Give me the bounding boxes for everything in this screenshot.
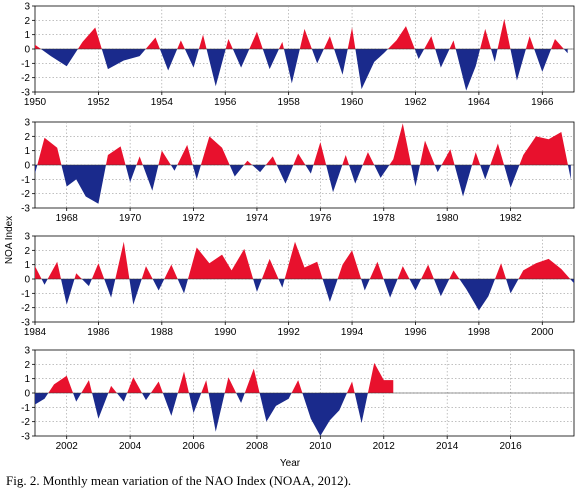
x-tick-label: 1954 bbox=[151, 97, 174, 108]
x-tick-label: 2004 bbox=[119, 441, 142, 452]
panel-1: -3 -2 -1 0 1 2 3 1950 1952 1954 1956 1958 1960 1962 19… bbox=[21, 2, 575, 108]
x-tick-label: 2012 bbox=[373, 441, 396, 452]
x-tick-label: 1996 bbox=[404, 327, 427, 338]
x-tick-label: 1972 bbox=[182, 213, 205, 224]
x-tick-label: 1988 bbox=[151, 327, 174, 338]
x-tick-label: 1992 bbox=[278, 327, 301, 338]
y-tick-label: -3 bbox=[21, 318, 30, 329]
x-tick-label: 1964 bbox=[468, 97, 491, 108]
y-tick-label: 0 bbox=[24, 389, 30, 400]
panel-2: -3 -2 -1 0 1 2 3 1968 1970 1972 1974 1976 1978 1980 19… bbox=[21, 118, 575, 224]
y-tick-label: 2 bbox=[24, 132, 30, 143]
x-tick-label: 2010 bbox=[309, 441, 332, 452]
y-tick-label: 1 bbox=[24, 146, 30, 157]
x-tick-label: 2014 bbox=[436, 441, 459, 452]
x-tick-label: 1962 bbox=[404, 97, 427, 108]
x-tick-label: 1968 bbox=[56, 213, 79, 224]
panel-4: -3 -2 -1 0 1 2 3 2002 2004 2006 2008 2010 2012 2014 20… bbox=[21, 346, 575, 452]
y-tick-label: 2 bbox=[24, 16, 30, 27]
x-tick-label: 1994 bbox=[341, 327, 364, 338]
x-tick-label: 1998 bbox=[468, 327, 491, 338]
y-axis-label: NOA Index bbox=[4, 216, 15, 264]
x-tick-label: 1970 bbox=[119, 213, 142, 224]
negative-area bbox=[35, 165, 571, 204]
y-tick-label: -3 bbox=[21, 88, 30, 99]
y-tick-label: 3 bbox=[24, 2, 30, 13]
x-tick-label: 1956 bbox=[214, 97, 237, 108]
y-tick-label: 3 bbox=[24, 118, 30, 129]
x-tick-label: 2006 bbox=[182, 441, 205, 452]
y-tick-label: 0 bbox=[24, 45, 30, 56]
y-tick-label: -3 bbox=[21, 204, 30, 215]
y-tick-label: 1 bbox=[24, 260, 30, 271]
y-tick-label: 2 bbox=[24, 246, 30, 257]
x-tick-label: 1958 bbox=[278, 97, 301, 108]
y-tick-label: -1 bbox=[21, 59, 30, 70]
panel-3: -3 -2 -1 0 1 2 3 1984 1986 1988 1990 1992 1994 1996 19… bbox=[21, 232, 575, 338]
y-tick-label: 2 bbox=[24, 360, 30, 371]
x-tick-label: 1980 bbox=[436, 213, 459, 224]
y-tick-label: 1 bbox=[24, 374, 30, 385]
y-tick-label: -2 bbox=[21, 417, 30, 428]
y-tick-label: 3 bbox=[24, 346, 30, 357]
y-tick-label: -1 bbox=[21, 403, 30, 414]
x-tick-label: 1974 bbox=[246, 213, 269, 224]
x-axis-label: Year bbox=[280, 458, 301, 469]
x-tick-label: 1950 bbox=[24, 97, 47, 108]
y-tick-label: 0 bbox=[24, 161, 30, 172]
positive-area bbox=[35, 241, 574, 279]
y-tick-label: -2 bbox=[21, 73, 30, 84]
y-tick-label: 3 bbox=[24, 232, 30, 243]
x-tick-label: 1952 bbox=[87, 97, 110, 108]
x-tick-label: 1982 bbox=[499, 213, 522, 224]
x-tick-label: 2000 bbox=[531, 327, 554, 338]
x-tick-label: 1960 bbox=[341, 97, 364, 108]
positive-area bbox=[35, 123, 571, 165]
x-tick-label: 1990 bbox=[214, 327, 237, 338]
x-tick-label: 1986 bbox=[87, 327, 110, 338]
positive-area bbox=[35, 362, 394, 393]
x-tick-label: 2016 bbox=[499, 441, 522, 452]
negative-area bbox=[35, 49, 568, 91]
negative-area bbox=[35, 393, 394, 436]
y-tick-label: -2 bbox=[21, 303, 30, 314]
x-tick-label: 1976 bbox=[309, 213, 332, 224]
figure-caption: Fig. 2. Monthly mean variation of the NA… bbox=[6, 473, 352, 488]
x-tick-label: 1966 bbox=[531, 97, 554, 108]
y-tick-label: 1 bbox=[24, 30, 30, 41]
x-tick-label: 1978 bbox=[373, 213, 396, 224]
y-tick-label: -2 bbox=[21, 189, 30, 200]
x-tick-label: 1984 bbox=[24, 327, 47, 338]
y-tick-label: -1 bbox=[21, 175, 30, 186]
x-tick-label: 2008 bbox=[246, 441, 269, 452]
y-tick-label: 0 bbox=[24, 275, 30, 286]
y-tick-label: -3 bbox=[21, 432, 30, 443]
y-tick-label: -1 bbox=[21, 289, 30, 300]
positive-area bbox=[35, 18, 568, 49]
negative-area bbox=[35, 279, 574, 311]
x-tick-label: 2002 bbox=[56, 441, 79, 452]
chart-panels: -3 -2 -1 0 1 2 3 1950 1952 1954 1956 1958 1960 1962 19… bbox=[21, 2, 575, 452]
